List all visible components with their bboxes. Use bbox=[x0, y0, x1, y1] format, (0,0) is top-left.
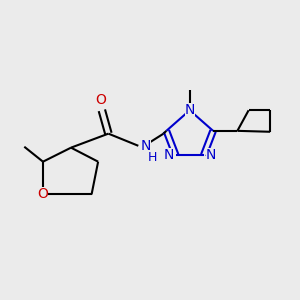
Text: N: N bbox=[184, 103, 195, 117]
Text: O: O bbox=[95, 92, 106, 106]
Text: N: N bbox=[164, 148, 174, 162]
Text: O: O bbox=[38, 188, 48, 201]
Text: H: H bbox=[148, 152, 157, 164]
Text: N: N bbox=[206, 148, 216, 162]
Text: N: N bbox=[140, 139, 151, 153]
